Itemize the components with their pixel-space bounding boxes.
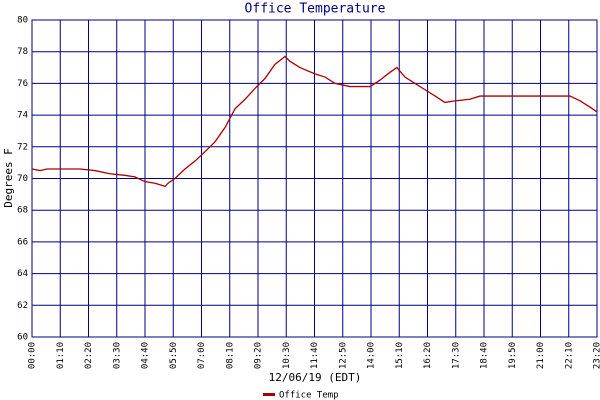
x-tick-label: 15:10 bbox=[395, 342, 405, 369]
x-tick-label: 02:20 bbox=[84, 342, 94, 369]
x-axis-title: 12/06/19 (EDT) bbox=[269, 371, 362, 384]
y-tick-label: 76 bbox=[17, 79, 28, 89]
y-tick-label: 78 bbox=[17, 47, 28, 57]
y-tick-label: 62 bbox=[17, 301, 28, 311]
plot-border bbox=[31, 19, 598, 338]
y-tick-label: 80 bbox=[17, 16, 28, 26]
y-tick-label: 70 bbox=[17, 174, 28, 184]
x-tick-label: 07:00 bbox=[197, 342, 207, 369]
x-tick-label: 17:30 bbox=[451, 342, 461, 369]
y-tick-label: 64 bbox=[17, 269, 28, 279]
legend-label: Office Temp bbox=[279, 391, 339, 400]
x-tick-label: 23:20 bbox=[593, 342, 600, 369]
x-tick-label: 14:00 bbox=[367, 342, 377, 369]
y-tick-label: 60 bbox=[17, 333, 28, 343]
x-tick-label: 09:20 bbox=[254, 342, 264, 369]
x-tick-label: 04:40 bbox=[141, 342, 151, 369]
x-tick-label: 00:00 bbox=[28, 342, 38, 369]
y-axis-title: Degrees F bbox=[2, 148, 15, 208]
x-tick-label: 11:40 bbox=[310, 342, 320, 369]
x-tick-label: 12:50 bbox=[338, 342, 348, 369]
x-tick-label: 08:10 bbox=[225, 342, 235, 369]
y-tick-label: 74 bbox=[17, 111, 28, 121]
data-line bbox=[31, 55, 598, 188]
x-tick-label: 03:30 bbox=[112, 342, 122, 369]
x-tick-label: 19:50 bbox=[508, 342, 518, 369]
x-tick-label: 01:10 bbox=[56, 342, 66, 369]
x-tick-label: 16:20 bbox=[423, 342, 433, 369]
x-tick-label: 22:10 bbox=[564, 342, 574, 369]
legend-swatch bbox=[263, 393, 275, 396]
chart-title: Office Temperature bbox=[245, 2, 386, 17]
y-tick-label: 72 bbox=[17, 142, 28, 152]
x-tick-label: 05:50 bbox=[169, 342, 179, 369]
x-tick-label: 10:30 bbox=[282, 342, 292, 369]
x-tick-label: 18:40 bbox=[480, 342, 490, 369]
x-tick-label: 21:00 bbox=[536, 342, 546, 369]
y-tick-label: 68 bbox=[17, 206, 28, 216]
y-tick-label: 66 bbox=[17, 237, 28, 247]
